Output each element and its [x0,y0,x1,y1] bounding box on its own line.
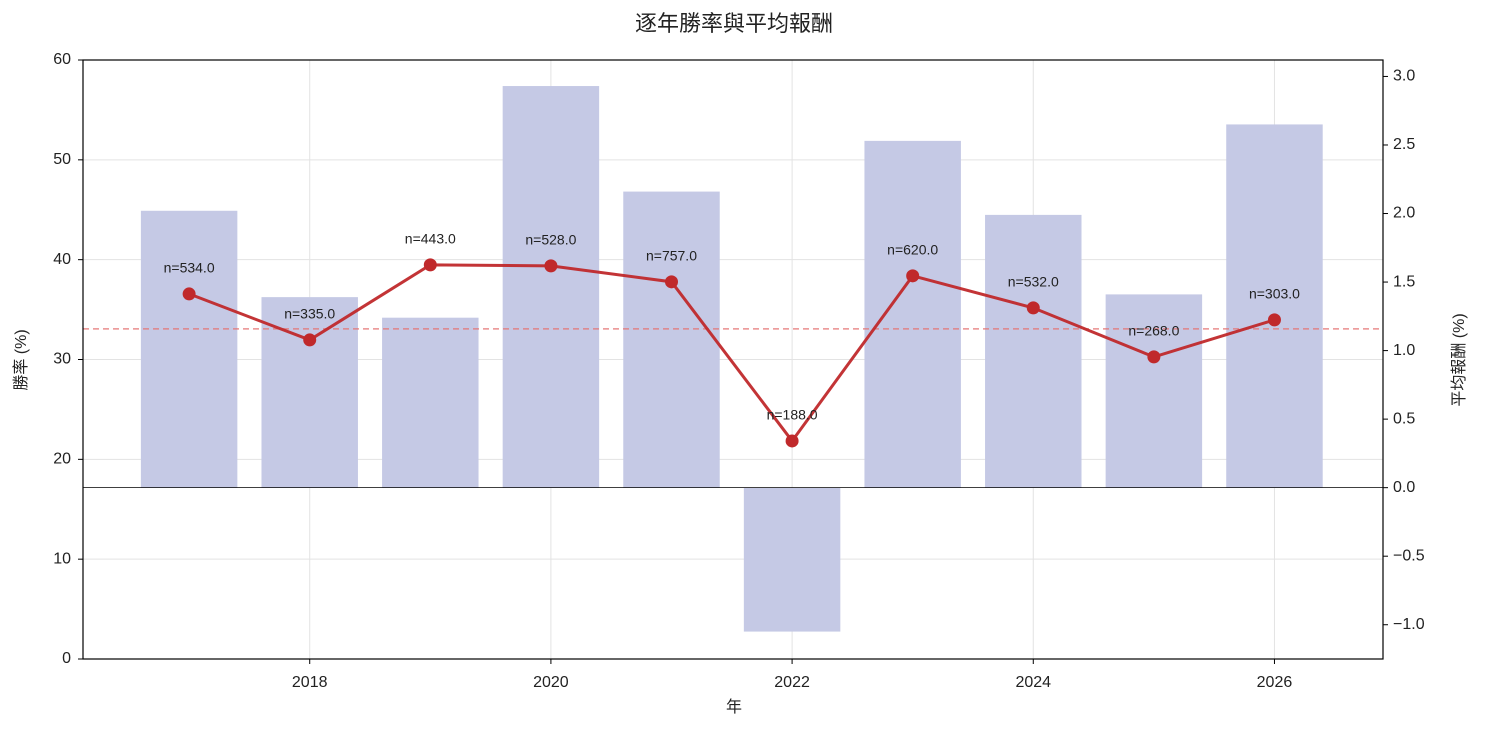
bar [1105,294,1203,488]
y2-tick-label: 1.5 [1393,273,1415,290]
y2-tick-label: 0.0 [1393,479,1415,496]
y2-tick-label: 2.5 [1393,136,1415,153]
y2-axis-label: 平均報酬 (%) [1450,313,1468,406]
y-axis-label: 勝率 (%) [12,329,30,390]
chart-title: 逐年勝率與平均報酬 [635,11,833,36]
y-tick-label: 0 [62,650,71,667]
point-annotation: n=335.0 [284,306,335,322]
point-annotation: n=268.0 [1128,323,1179,339]
line [188,263,1275,444]
point-annotation: n=303.0 [1249,286,1300,302]
y2-tick-label: −1.0 [1393,616,1425,633]
bar [864,140,961,488]
point [906,269,920,283]
point-annotation: n=532.0 [1008,274,1059,290]
y-tick-label: 10 [53,550,71,567]
bar [502,86,600,488]
y2-tick-label: −0.5 [1393,547,1425,564]
point [664,275,678,289]
x-axis-label: 年 [726,698,742,716]
y-tick-label: 40 [53,251,71,268]
y-tick-label: 20 [53,451,71,468]
point [182,287,196,301]
x-tick-label: 2022 [774,674,810,691]
point [423,258,437,272]
point [544,259,558,273]
point [1026,301,1040,315]
point-annotation: n=443.0 [405,231,456,247]
bar [382,317,479,488]
point [1147,350,1161,364]
bar [743,487,841,632]
x-tick-label: 2018 [292,674,328,691]
bar [1226,124,1323,488]
y-tick-label: 50 [53,151,71,168]
point-annotation: n=534.0 [164,260,215,276]
x-tick-label: 2024 [1015,674,1051,691]
point-annotation: n=188.0 [767,407,818,423]
point [303,333,317,347]
point [785,434,799,448]
y2-tick-label: 3.0 [1393,68,1415,85]
point-annotation: n=757.0 [646,248,697,264]
y2-tick-label: 0.5 [1393,410,1415,427]
point [1267,313,1281,327]
point-annotation: n=620.0 [887,242,938,258]
y-tick-label: 60 [53,51,71,68]
plot-frame [82,59,1384,660]
y2-tick-label: 2.0 [1393,205,1415,222]
point-annotation: n=528.0 [525,232,576,248]
y2-tick-label: 1.0 [1393,342,1415,359]
bar [140,210,238,488]
x-tick-label: 2020 [533,674,569,691]
x-tick-label: 2026 [1257,674,1293,691]
bar [985,214,1082,488]
bar [623,191,720,488]
y-tick-label: 30 [53,351,71,368]
